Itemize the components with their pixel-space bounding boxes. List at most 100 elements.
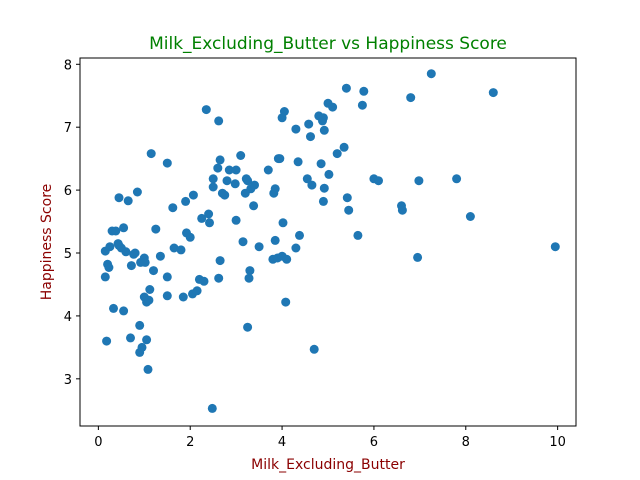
data-point <box>213 163 223 173</box>
data-point <box>243 176 253 186</box>
data-point <box>168 203 178 213</box>
y-tick-label: 6 <box>64 184 72 199</box>
data-point <box>181 196 191 206</box>
data-point <box>123 196 133 206</box>
data-point <box>291 243 301 253</box>
data-point <box>126 333 135 343</box>
data-point <box>263 165 273 175</box>
x-axis-ticks: 0 2 4 6 8 10 <box>94 426 566 450</box>
data-point <box>169 243 179 253</box>
data-point <box>318 196 328 206</box>
data-point <box>328 102 338 112</box>
data-point <box>302 174 312 184</box>
y-axis-ticks: 3 4 5 6 7 8 <box>64 58 80 388</box>
plot-frame <box>79 57 577 427</box>
y-tick-label: 8 <box>64 58 72 73</box>
data-point <box>119 223 129 233</box>
data-point <box>102 336 112 346</box>
data-point <box>359 86 369 96</box>
data-point <box>426 69 436 79</box>
data-point <box>151 224 161 234</box>
data-point <box>353 230 363 240</box>
data-point <box>162 291 172 301</box>
data-point <box>130 248 140 258</box>
data-point <box>214 273 224 283</box>
data-point <box>342 193 352 203</box>
data-point <box>162 272 172 282</box>
data-point <box>319 183 329 193</box>
data-point <box>374 176 383 186</box>
data-point <box>145 285 155 294</box>
data-point <box>250 180 259 190</box>
data-point <box>244 273 254 283</box>
x-tick-label: 6 <box>370 435 378 450</box>
y-tick-label: 4 <box>64 310 72 325</box>
data-point <box>307 180 317 190</box>
x-tick-label: 2 <box>186 435 194 450</box>
data-point <box>245 266 255 276</box>
data-point <box>208 174 218 184</box>
data-point <box>215 256 225 266</box>
data-point <box>144 295 154 305</box>
data-point <box>224 165 234 175</box>
data-point <box>332 149 342 159</box>
data-point <box>178 292 188 302</box>
data-point <box>291 124 301 134</box>
data-point <box>105 242 115 252</box>
data-point <box>550 242 560 252</box>
data-point <box>155 251 165 261</box>
data-point <box>197 213 207 223</box>
chart-title: Milk_Excluding_Butter vs Happiness Score <box>149 34 507 54</box>
data-point <box>104 263 114 272</box>
x-axis-label: Milk_Excluding_Butter <box>251 457 405 473</box>
x-tick-label: 10 <box>549 435 566 450</box>
data-point <box>278 218 288 228</box>
data-point <box>339 142 349 152</box>
data-point <box>142 335 152 345</box>
data-point <box>214 116 224 126</box>
data-point <box>414 176 424 186</box>
data-point <box>465 212 475 221</box>
data-point <box>111 226 121 236</box>
data-point <box>238 237 248 247</box>
y-axis-label: Happiness Score <box>39 184 55 301</box>
data-point <box>140 257 150 267</box>
data-point <box>231 165 241 175</box>
data-point <box>230 179 240 189</box>
data-point <box>293 157 303 167</box>
data-point <box>192 286 202 296</box>
data-point <box>135 320 145 330</box>
data-point <box>309 344 319 354</box>
data-point <box>109 303 118 313</box>
data-point <box>132 187 142 197</box>
data-point <box>319 125 329 135</box>
data-point <box>114 193 124 203</box>
y-tick-label: 5 <box>64 247 72 262</box>
data-point <box>205 218 214 228</box>
y-tick-label: 7 <box>64 121 72 136</box>
data-point <box>488 88 498 98</box>
data-point <box>208 182 218 192</box>
data-point <box>146 149 156 159</box>
data-point <box>100 272 110 282</box>
data-point <box>270 235 280 245</box>
y-tick-label: 3 <box>64 373 72 388</box>
data-point <box>185 232 195 242</box>
data-point <box>149 266 158 276</box>
data-point <box>357 100 367 110</box>
data-point <box>201 105 211 115</box>
data-point <box>204 209 214 219</box>
data-point <box>220 190 230 200</box>
data-point <box>231 215 241 225</box>
x-tick-label: 8 <box>462 435 470 450</box>
data-point <box>143 364 153 374</box>
data-point <box>281 297 291 307</box>
data-point <box>341 83 351 93</box>
data-point <box>324 169 334 179</box>
data-point <box>236 151 246 160</box>
data-point <box>243 322 253 332</box>
data-point <box>215 155 225 165</box>
plot-points <box>100 69 560 413</box>
data-point <box>452 174 462 184</box>
